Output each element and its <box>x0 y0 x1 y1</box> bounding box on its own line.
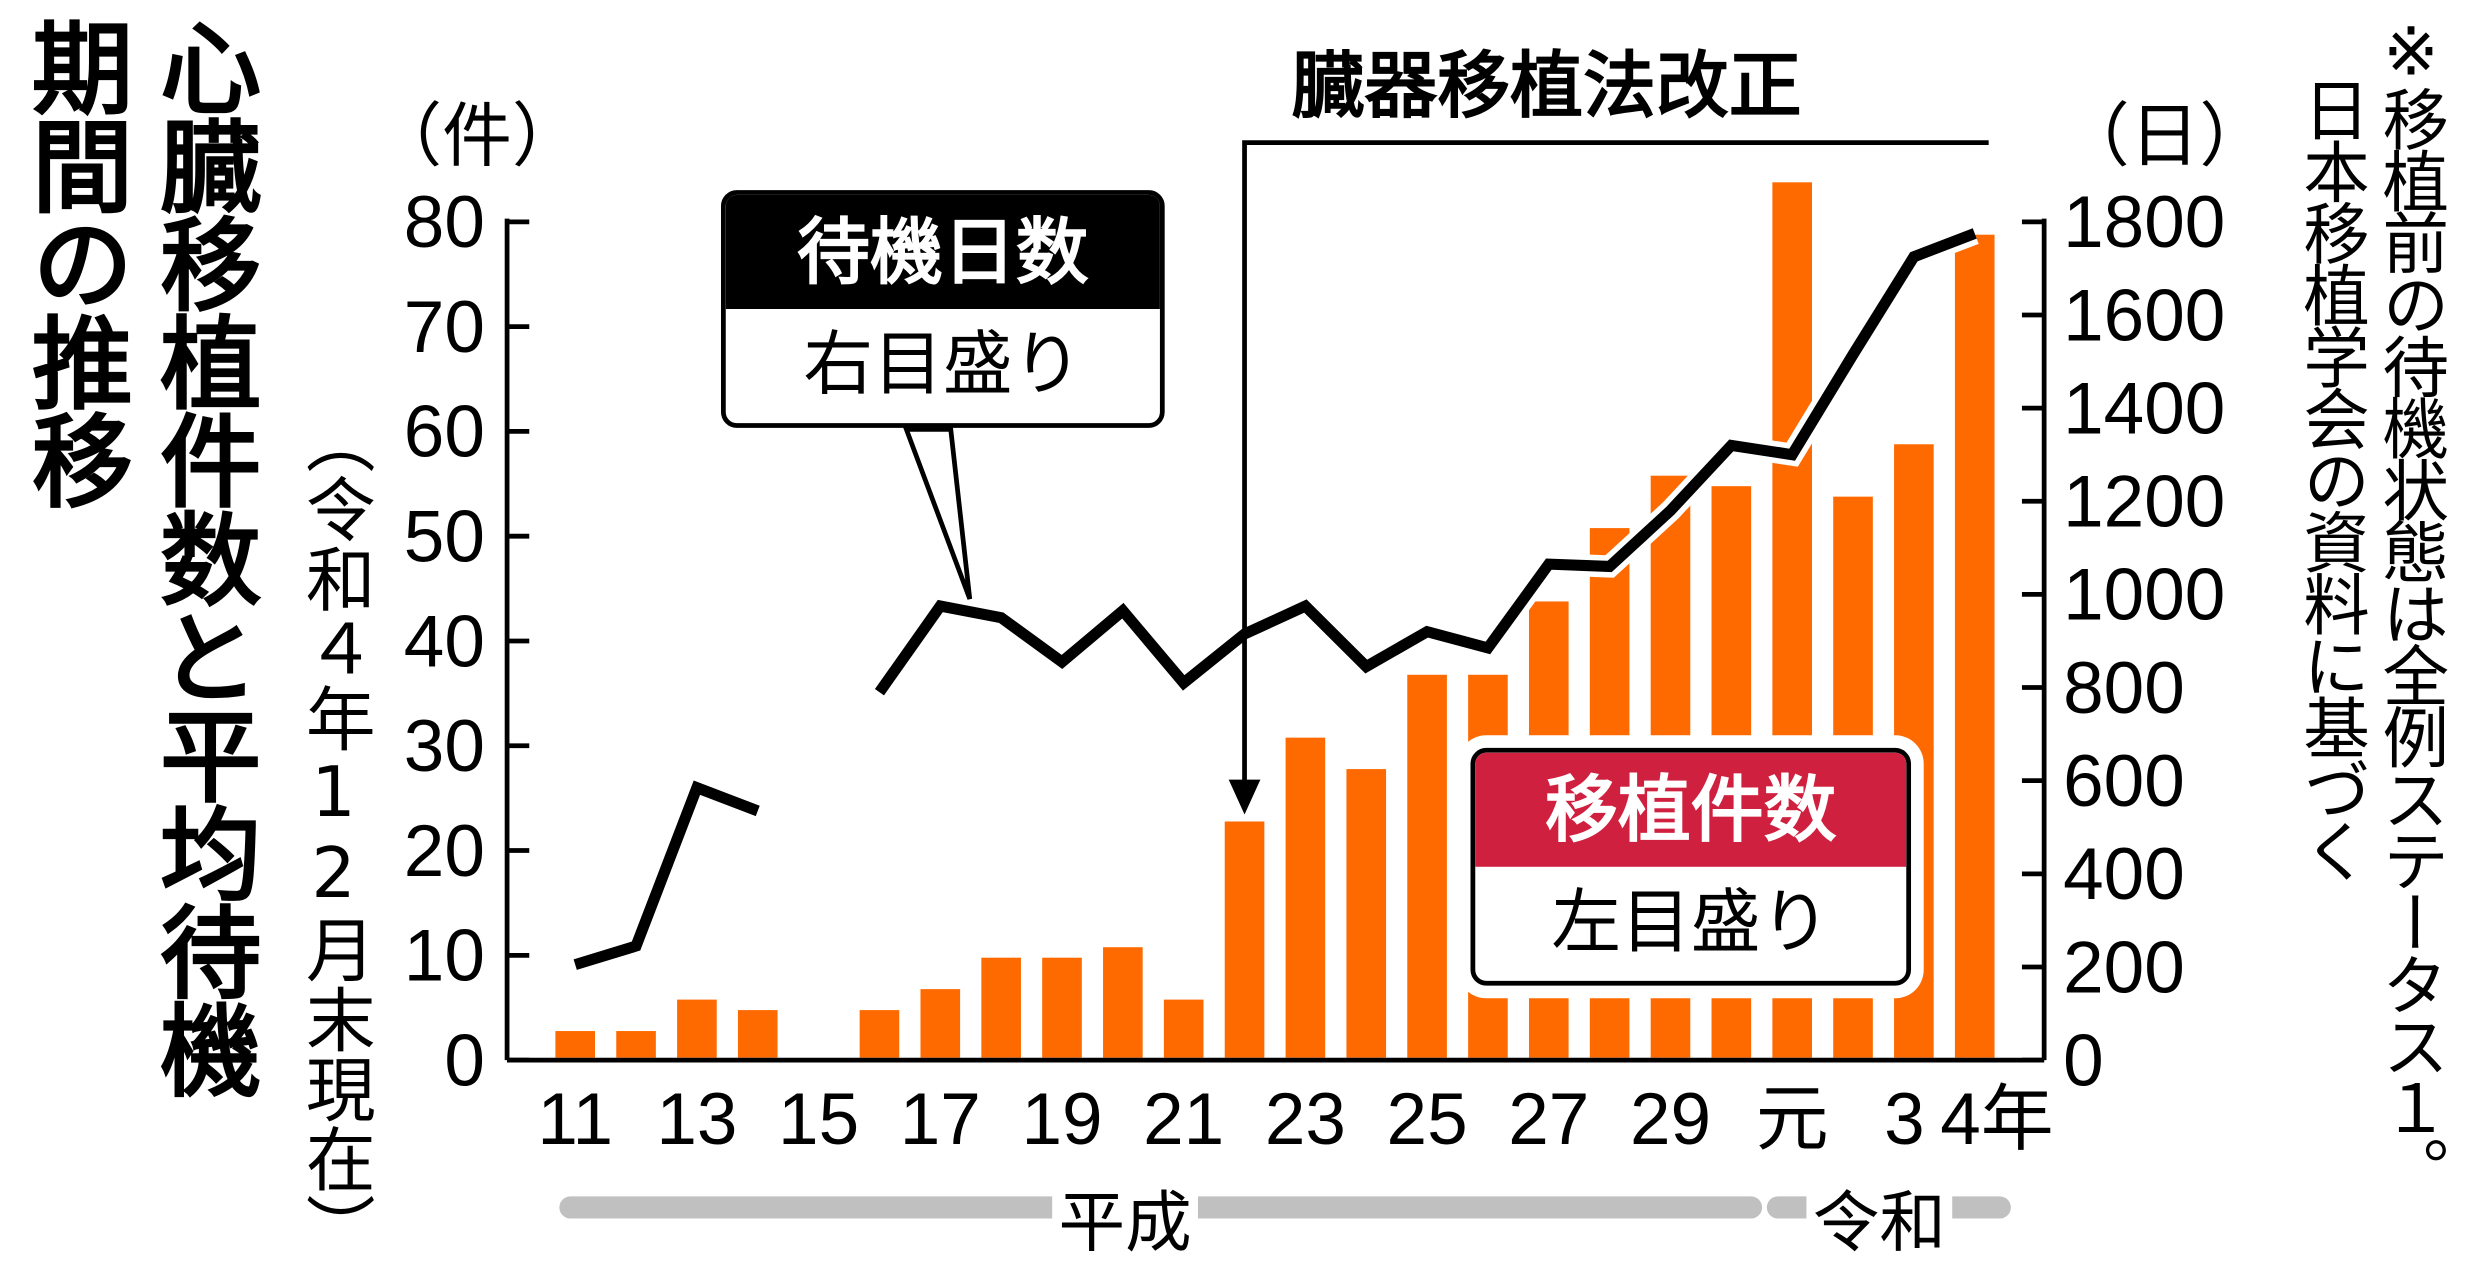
left-tick-label: 20 <box>404 811 485 892</box>
waiting-days-line <box>874 228 1977 696</box>
right-tick-label: 1200 <box>2063 462 2225 543</box>
right-tick-label: 1800 <box>2063 182 2225 263</box>
bar-11 <box>550 1026 600 1063</box>
x-tick-label: 13 <box>656 1079 737 1160</box>
waiting-days-label: 待機日数 右目盛り <box>720 190 1165 428</box>
left-tick-label: 10 <box>404 916 485 997</box>
bar-18 <box>976 952 1026 1063</box>
era-reiwa-label: 令和 <box>1806 1169 1953 1267</box>
bar-20 <box>1098 942 1148 1063</box>
chart-subtitle: （令和４年12月末現在） <box>293 404 374 1263</box>
bar-19 <box>1037 952 1087 1063</box>
x-tick-label: 3 <box>1884 1079 1925 1160</box>
source-note-2: 日本移植学会の資料に基づく <box>2292 76 2371 880</box>
bar-12 <box>611 1026 661 1063</box>
arrow-head-icon <box>1228 779 1261 815</box>
right-tick-label: 800 <box>2063 648 2185 729</box>
left-tick-label: 60 <box>404 392 485 473</box>
x-tick-label: 15 <box>778 1079 859 1160</box>
bar-21 <box>1159 994 1209 1063</box>
era-heisei-label: 平成 <box>1052 1169 1198 1267</box>
bar-25 <box>1402 670 1452 1063</box>
bar-14 <box>733 1005 783 1063</box>
left-tick-label: 0 <box>444 1020 485 1101</box>
law-revision-annotation: 臓器移植法改正 <box>1291 42 1802 129</box>
bar-13 <box>672 994 722 1063</box>
left-tick-label: 30 <box>404 706 485 787</box>
right-tick-label: 0 <box>2063 1020 2104 1101</box>
x-tick-label: 11 <box>537 1079 613 1160</box>
bar-16 <box>854 1005 905 1063</box>
bar-24 <box>1341 764 1391 1063</box>
right-tick-label: 400 <box>2063 834 2185 915</box>
bar-23 <box>1280 732 1330 1063</box>
right-tick-label: 1600 <box>2063 275 2225 356</box>
x-tick-label: 23 <box>1265 1079 1346 1160</box>
callout-pointer <box>902 427 973 600</box>
x-tick-label: 17 <box>900 1079 981 1160</box>
transplant-count-title: 移植件数 <box>1475 752 1907 867</box>
waiting-days-title: 待機日数 <box>725 194 1160 309</box>
left-tick-label: 40 <box>404 601 485 682</box>
x-tick-label: 25 <box>1387 1079 1468 1160</box>
left-axis-unit: （件） <box>372 96 582 178</box>
x-tick-label: 21 <box>1143 1079 1224 1160</box>
chart-title-line-1: 心臓移植件数と平均待機 <box>142 15 260 1097</box>
right-tick-label: 200 <box>2063 927 2185 1008</box>
law-revision-arrow-line <box>1242 140 1989 793</box>
right-tick-label: 1400 <box>2063 368 2225 449</box>
left-tick-label: 70 <box>404 287 485 368</box>
x-tick-label: 29 <box>1630 1079 1711 1160</box>
bar-22 <box>1219 816 1270 1063</box>
x-tick-label: 19 <box>1021 1079 1102 1160</box>
x-tick-label: 元 <box>1756 1079 1829 1160</box>
right-tick-label: 600 <box>2063 741 2185 822</box>
left-tick-label: 80 <box>404 182 485 263</box>
x-tick-label: 27 <box>1508 1079 1589 1160</box>
chart-title-line-2: 期間の推移 <box>14 15 132 508</box>
transplant-count-axis-note: 左目盛り <box>1551 882 1831 964</box>
bar-17 <box>915 984 965 1063</box>
bar-4 <box>1950 229 2000 1063</box>
right-axis-unit: （日） <box>2059 96 2270 178</box>
right-tick-label: 1000 <box>2063 555 2225 636</box>
left-tick-label: 50 <box>404 497 485 578</box>
waiting-days-axis-note: 右目盛り <box>803 324 1083 406</box>
source-note-1: ※移植前の待機状態は全例ステータス１。 <box>2372 12 2450 1198</box>
waiting-days-line <box>573 780 760 970</box>
transplant-count-label: 移植件数 左目盛り <box>1470 747 1912 986</box>
x-tick-label: 4年 <box>1940 1079 2053 1160</box>
